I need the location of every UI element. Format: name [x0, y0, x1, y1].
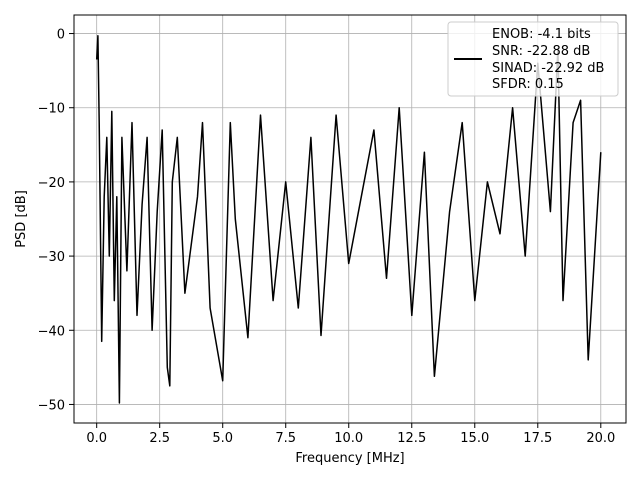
y-tick-label: 0	[57, 28, 65, 43]
legend-entry-snr: SNR: -22.88 dB	[492, 44, 590, 59]
x-tick-label: 2.5	[149, 431, 170, 446]
x-tick-label: 10.0	[334, 431, 363, 446]
legend-entry-sfdr: SFDR: 0.15	[492, 77, 564, 92]
y-axis-ticks: 0 −10 −20 −30 −40 −50	[38, 28, 74, 413]
x-tick-label: 20.0	[586, 431, 615, 446]
legend-entry-enob: ENOB: -4.1 bits	[492, 27, 591, 42]
series-layer	[95, 35, 602, 404]
y-tick-label: −10	[38, 102, 65, 117]
y-tick-label: −50	[38, 398, 65, 413]
y-tick-label: −30	[38, 250, 65, 265]
x-tick-label: 12.5	[397, 431, 426, 446]
y-tick-label: −20	[38, 176, 65, 191]
legend-box	[447, 21, 619, 97]
x-tick-label: 7.5	[275, 431, 296, 446]
x-tick-label: 5.0	[212, 431, 233, 446]
x-tick-label: 0.0	[86, 431, 107, 446]
psd-series-line	[95, 35, 602, 404]
x-axis-ticks: 0.0 2.5 5.0 7.5 10.0 12.5 15.0 17.5 20.0	[86, 423, 615, 446]
y-axis-label: PSD [dB]	[14, 190, 29, 248]
legend: ENOB: -4.1 bits SNR: -22.88 dB SINAD: -2…	[447, 21, 619, 97]
legend-entry-sinad: SINAD: -22.92 dB	[492, 61, 604, 76]
x-tick-label: 17.5	[523, 431, 552, 446]
x-tick-label: 15.0	[460, 431, 489, 446]
x-axis-label: Frequency [MHz]	[295, 451, 404, 466]
y-tick-label: −40	[38, 324, 65, 339]
plot-area-frame	[73, 14, 627, 424]
